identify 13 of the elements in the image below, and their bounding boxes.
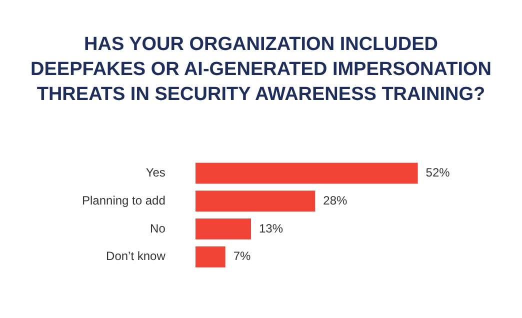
data-label: 52% bbox=[426, 165, 450, 180]
bar bbox=[195, 246, 226, 268]
bar bbox=[195, 162, 418, 184]
y-tick-label: Yes bbox=[146, 165, 166, 180]
data-label: 7% bbox=[233, 249, 252, 264]
y-tick-label: No bbox=[150, 221, 166, 236]
y-tick-label: Don’t know bbox=[106, 249, 166, 264]
bar bbox=[195, 190, 316, 212]
chart-title: HAS YOUR ORGANIZATION INCLUDED DEEPFAKES OR AI-GENERATED IMPERSONATION THREATS IN SECURITY AWARENESS TRAINING? bbox=[30, 33, 492, 107]
y-tick-label: Planning to add bbox=[82, 193, 166, 208]
bar bbox=[195, 218, 251, 240]
data-label: 13% bbox=[259, 221, 284, 236]
data-label: 28% bbox=[323, 193, 348, 208]
